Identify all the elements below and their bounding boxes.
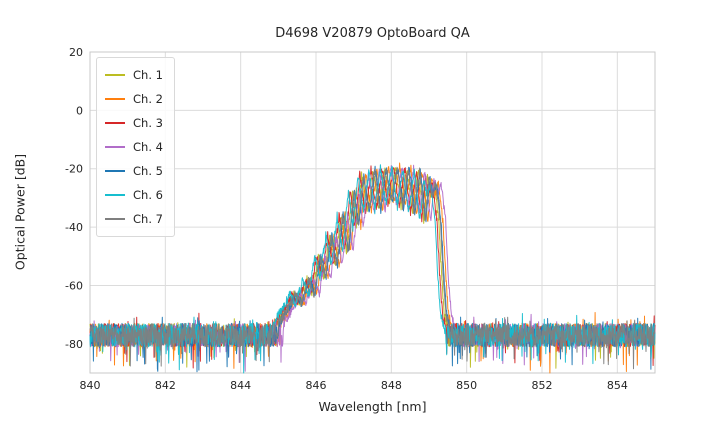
legend: Ch. 1 Ch. 2 Ch. 3 Ch. 4 Ch. 5 Ch. 6 Ch. 7 xyxy=(96,57,175,237)
legend-entry: Ch. 7 xyxy=(105,207,163,231)
x-axis-label: Wavelength [nm] xyxy=(318,399,427,414)
y-tick-label: -40 xyxy=(65,221,83,234)
y-tick-label: 20 xyxy=(69,46,83,59)
x-tick-label: 840 xyxy=(80,379,101,392)
legend-line-swatch xyxy=(105,146,125,148)
legend-line-swatch xyxy=(105,74,125,76)
chart-title: D4698 V20879 OptoBoard QA xyxy=(275,26,470,41)
series-line-7 xyxy=(89,166,656,370)
x-tick-label: 842 xyxy=(155,379,176,392)
legend-entry: Ch. 2 xyxy=(105,87,163,111)
legend-label: Ch. 1 xyxy=(133,68,163,82)
legend-label: Ch. 3 xyxy=(133,116,163,130)
legend-label: Ch. 6 xyxy=(133,188,163,202)
legend-line-swatch xyxy=(105,122,125,124)
legend-line-swatch xyxy=(105,218,125,220)
x-tick-label: 844 xyxy=(230,379,251,392)
x-tick-label: 846 xyxy=(306,379,327,392)
legend-label: Ch. 2 xyxy=(133,92,163,106)
x-tick-label: 854 xyxy=(607,379,628,392)
axes-frame xyxy=(89,51,656,374)
legend-entry: Ch. 5 xyxy=(105,159,163,183)
y-tick-label: -80 xyxy=(65,338,83,351)
y-tick-label: 0 xyxy=(76,104,83,117)
legend-line-swatch xyxy=(105,170,125,172)
y-tick-label: -60 xyxy=(65,279,83,292)
legend-label: Ch. 5 xyxy=(133,164,163,178)
legend-entry: Ch. 3 xyxy=(105,111,163,135)
legend-entry: Ch. 4 xyxy=(105,135,163,159)
legend-label: Ch. 4 xyxy=(133,140,163,154)
x-tick-label: 848 xyxy=(381,379,402,392)
y-tick-label: -20 xyxy=(65,163,83,176)
legend-line-swatch xyxy=(105,98,125,100)
legend-line-swatch xyxy=(105,194,125,196)
legend-label: Ch. 7 xyxy=(133,212,163,226)
legend-entry: Ch. 6 xyxy=(105,183,163,207)
x-tick-label: 852 xyxy=(532,379,553,392)
legend-entry: Ch. 1 xyxy=(105,63,163,87)
x-tick-label: 850 xyxy=(456,379,477,392)
